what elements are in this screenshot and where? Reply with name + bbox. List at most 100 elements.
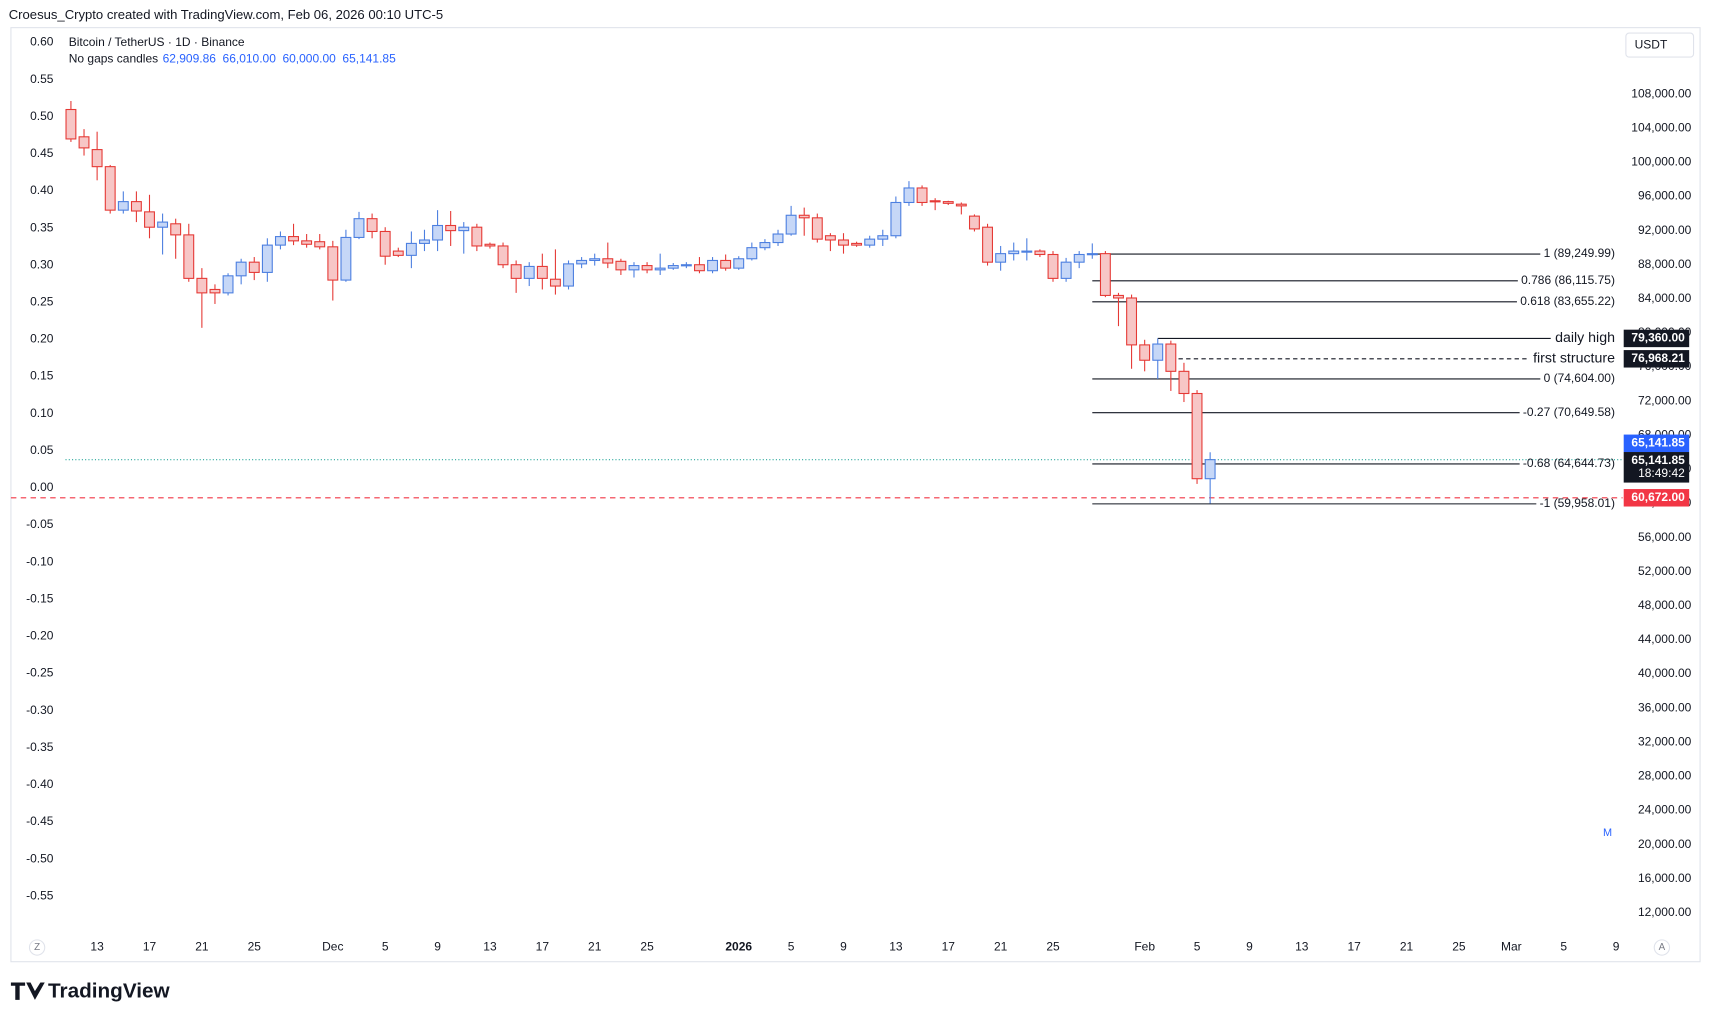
candle-body (877, 235, 889, 240)
x-tick-label: 5 (1560, 940, 1567, 954)
y-tick-label: 108,000.00 (1631, 86, 1691, 100)
candle-body (301, 240, 313, 245)
current-price-label: 65,141.85 (1631, 453, 1685, 467)
fib-label: -0.68 (64,644.73) (1523, 456, 1615, 470)
candle-body (1008, 250, 1020, 255)
candle-body (117, 201, 129, 211)
current-price-badge-bg (1623, 434, 1690, 453)
fib-label: -1 (59,958.01) (1540, 496, 1615, 510)
y-tick-label: 16,000.00 (1638, 871, 1692, 885)
candle-body (327, 246, 339, 281)
currency-label[interactable]: USDT (1635, 37, 1668, 51)
candle-body (798, 214, 810, 219)
candle-body (929, 200, 941, 203)
candle-body (615, 260, 627, 271)
candle-body (589, 258, 601, 262)
y2-tick-label: 0.25 (30, 294, 54, 308)
candle-body (811, 217, 823, 240)
candle-body (838, 239, 849, 246)
candle-body (641, 265, 653, 271)
candle-body (942, 201, 954, 204)
candle-body (484, 243, 496, 247)
y2-tick-label: 0.05 (30, 443, 54, 457)
y2-tick-label: -0.05 (26, 517, 54, 531)
candle-body (772, 233, 784, 244)
y-tick-label: 96,000.00 (1638, 189, 1692, 203)
candle-body (628, 265, 640, 271)
candle-body (288, 236, 299, 242)
candle-body (1113, 294, 1124, 299)
fib-label: 0.786 (86,115.75) (1521, 273, 1615, 287)
x-tick-label: 17 (143, 940, 157, 954)
x-tick-label: 2026 (725, 940, 752, 954)
candle-body (432, 224, 444, 241)
y-tick-label: 84,000.00 (1638, 291, 1692, 305)
candle-body (707, 259, 719, 272)
x-tick-label: 9 (1613, 940, 1620, 954)
x-tick-label: 9 (434, 940, 441, 954)
candle-body (366, 218, 378, 233)
candle-body (196, 277, 208, 294)
y-tick-label: 12,000.00 (1638, 905, 1692, 919)
y2-tick-label: 0.10 (30, 406, 54, 420)
candle-body (851, 242, 863, 246)
candle-body (104, 166, 116, 211)
candle-body (497, 245, 509, 266)
candle-body (209, 288, 221, 294)
x-tick-label: 5 (788, 940, 795, 954)
y-tick-label: 40,000.00 (1638, 666, 1692, 680)
candle-body (458, 226, 470, 232)
corner-button[interactable] (1653, 939, 1671, 956)
y-tick-label: 28,000.00 (1638, 769, 1692, 783)
candle-body (563, 263, 574, 287)
candle-body (549, 278, 561, 287)
candle-body (654, 267, 666, 271)
candle-body (419, 239, 430, 244)
candle-body (392, 250, 404, 256)
chart-title: Bitcoin / TetherUS · 1D · Binance (69, 35, 245, 49)
candle-body (235, 261, 247, 277)
candle-body (1204, 459, 1216, 480)
candle-body (523, 265, 535, 279)
price-badge-label: 79,360.00 (1631, 331, 1685, 345)
y2-tick-label: 0.35 (30, 220, 54, 234)
candle-body (314, 241, 326, 248)
candle-body (1086, 253, 1098, 256)
price-badge-bg (1623, 350, 1690, 368)
y-tick-label: 48,000.00 (1638, 598, 1692, 612)
y2-tick-label: 0.30 (30, 257, 54, 271)
x-tick-label: 13 (90, 940, 104, 954)
candle-body (1126, 297, 1138, 346)
y-tick-label: 100,000.00 (1631, 155, 1691, 169)
candle-body (157, 221, 169, 228)
y2-tick-label: -0.15 (26, 591, 54, 605)
corner-label[interactable]: A (1659, 942, 1666, 953)
x-tick-label: Feb (1134, 940, 1155, 954)
ohlc-value: 66,010.00 (223, 51, 277, 65)
y2-tick-label: 0.20 (30, 332, 54, 346)
currency-button[interactable] (1625, 32, 1695, 58)
x-tick-label: 17 (536, 940, 550, 954)
candle-body (785, 214, 797, 235)
corner-button[interactable] (28, 939, 46, 956)
candle-body (667, 265, 679, 269)
y2-tick-label: -0.20 (26, 629, 54, 643)
corner-label[interactable]: Z (34, 942, 40, 953)
candle-body (471, 226, 483, 247)
candle-body (733, 258, 745, 269)
fib-label: 0 (74,604.00) (1544, 371, 1615, 385)
candle-body (1178, 370, 1190, 395)
alert-badge-bg (1623, 489, 1690, 507)
price-badge: 76,968.21 (1623, 350, 1690, 368)
ohlc-legend: 62,909.86 66,010.00 60,000.00 65,141.85 (163, 51, 397, 65)
y2-tick-label: -0.35 (26, 740, 54, 754)
logo-icon (10, 982, 45, 1000)
candle-body (379, 230, 391, 257)
y2-tick-label: -0.25 (26, 666, 54, 680)
x-tick-label: 21 (994, 940, 1008, 954)
y2-tick-label: 0.55 (30, 72, 54, 86)
candle-body (576, 259, 588, 265)
y2-tick-label: 0.50 (30, 109, 54, 123)
y2-tick-label: 0.40 (30, 183, 54, 197)
